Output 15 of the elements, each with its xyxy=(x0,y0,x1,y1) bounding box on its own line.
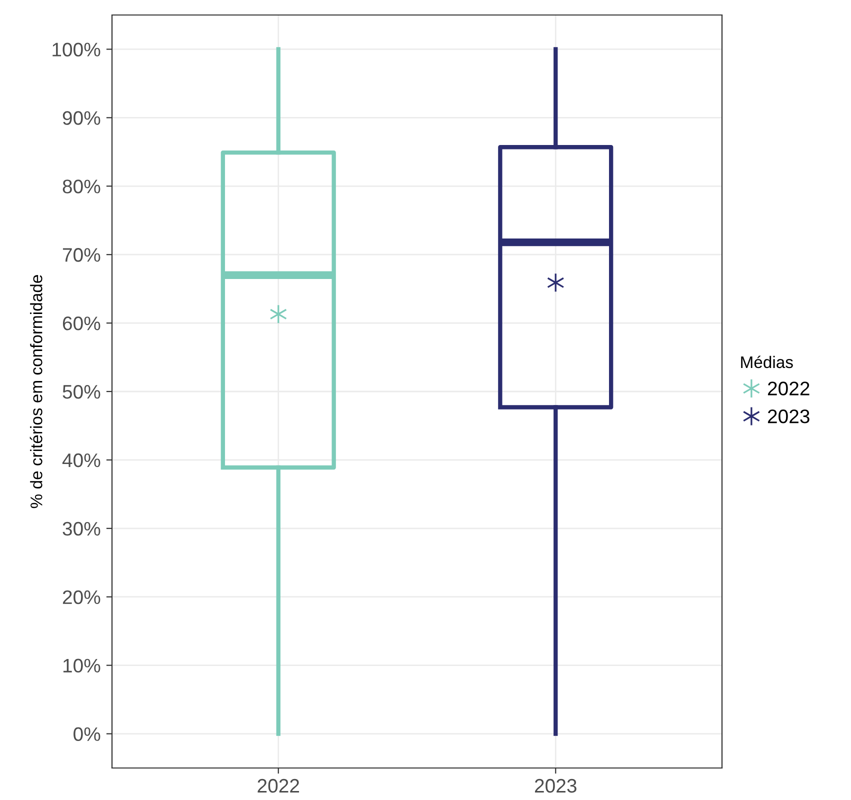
y-tick-label: 0% xyxy=(74,727,100,742)
y-tick-label: 100% xyxy=(52,42,100,56)
y-tick-label: 20% xyxy=(62,590,100,604)
y-axis-title: % de critérios em conformidade xyxy=(30,275,42,508)
y-tick-label: 60% xyxy=(62,316,100,330)
legend-label: 2022 xyxy=(768,382,810,396)
legend-label: 2023 xyxy=(768,410,810,424)
y-tick-label: 10% xyxy=(63,658,100,673)
y-tick-label: 40% xyxy=(62,453,100,468)
y-tick-label: 70% xyxy=(62,248,100,262)
legend-title: Médias xyxy=(741,356,793,368)
y-tick-label: 30% xyxy=(62,522,100,536)
y-tick-label: 50% xyxy=(62,384,100,399)
y-tick-label: 90% xyxy=(62,111,100,125)
y-tick-label: 80% xyxy=(62,180,100,194)
